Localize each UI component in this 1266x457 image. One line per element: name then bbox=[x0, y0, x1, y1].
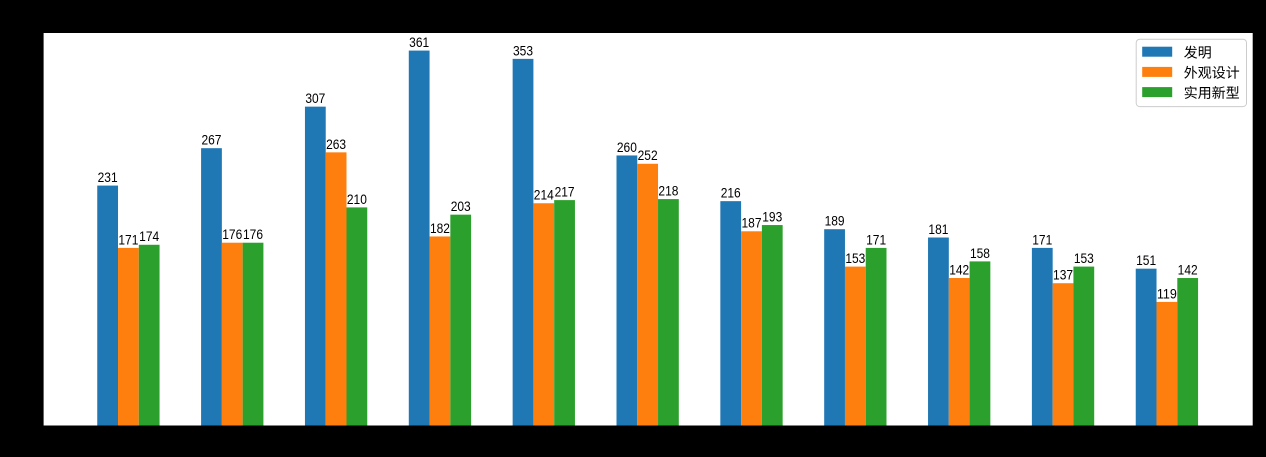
svg-text:267: 267 bbox=[201, 132, 221, 148]
svg-text:189: 189 bbox=[825, 213, 845, 229]
svg-text:307: 307 bbox=[305, 90, 325, 106]
svg-text:353: 353 bbox=[513, 42, 533, 58]
svg-text:252: 252 bbox=[638, 147, 658, 163]
svg-text:263: 263 bbox=[326, 136, 346, 152]
svg-text:151: 151 bbox=[1136, 252, 1156, 268]
svg-text:361: 361 bbox=[409, 34, 429, 50]
svg-text:193: 193 bbox=[762, 208, 782, 224]
svg-text:182: 182 bbox=[430, 220, 450, 236]
svg-text:176: 176 bbox=[243, 226, 263, 242]
svg-text:260: 260 bbox=[617, 139, 637, 155]
svg-text:171: 171 bbox=[118, 231, 138, 247]
svg-text:210: 210 bbox=[347, 191, 367, 207]
svg-text:171: 171 bbox=[1032, 231, 1052, 247]
svg-text:137: 137 bbox=[1053, 267, 1073, 283]
svg-text:153: 153 bbox=[845, 250, 865, 266]
svg-text:214: 214 bbox=[534, 187, 554, 203]
svg-text:171: 171 bbox=[866, 231, 886, 247]
svg-text:174: 174 bbox=[139, 228, 159, 244]
svg-text:216: 216 bbox=[721, 185, 741, 201]
svg-text:142: 142 bbox=[949, 261, 969, 277]
svg-text:119: 119 bbox=[1157, 285, 1177, 301]
svg-text:217: 217 bbox=[555, 184, 575, 200]
svg-text:181: 181 bbox=[928, 221, 948, 237]
svg-text:218: 218 bbox=[658, 182, 678, 198]
svg-text:231: 231 bbox=[98, 169, 118, 185]
svg-text:187: 187 bbox=[742, 215, 762, 231]
svg-text:158: 158 bbox=[970, 245, 990, 261]
svg-text:203: 203 bbox=[451, 198, 471, 214]
svg-text:153: 153 bbox=[1074, 250, 1094, 266]
svg-text:176: 176 bbox=[222, 226, 242, 242]
svg-text:142: 142 bbox=[1178, 261, 1198, 277]
